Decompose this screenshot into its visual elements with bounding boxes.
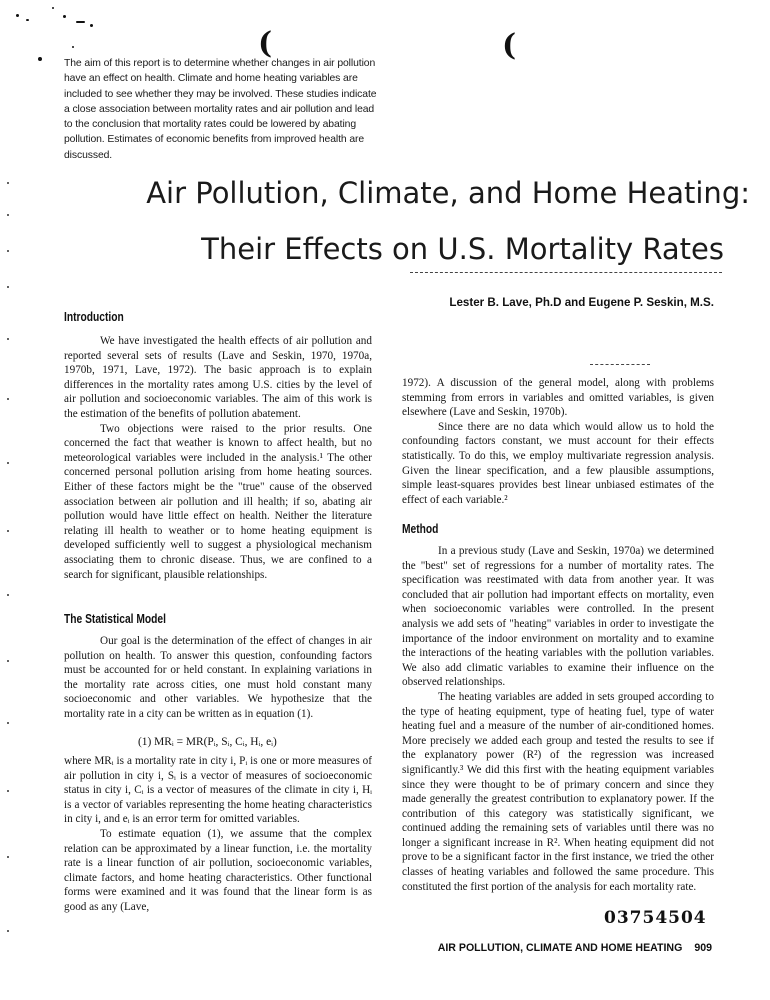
margin-speck: [7, 286, 9, 288]
section-heading-statistical-model: The Statistical Model: [64, 612, 166, 626]
paragraph: We have investigated the health effects …: [64, 335, 372, 420]
scan-speck: [63, 15, 66, 18]
paragraph: Since there are no data which would allo…: [402, 420, 714, 506]
title-line-1: Air Pollution, Climate, and Home Heating…: [146, 176, 750, 210]
margin-speck: [7, 594, 9, 596]
running-title: AIR POLLUTION, CLIMATE AND HOME HEATING: [437, 942, 683, 954]
title-line-2: Their Effects on U.S. Mortality Rates: [201, 232, 724, 266]
right-column-continued: 1972). A discussion of the general model…: [402, 376, 714, 507]
page-footer: AIR POLLUTION, CLIMATE AND HOME HEATING 9…: [428, 942, 712, 954]
document-number-stamp: 03754504: [604, 908, 707, 928]
introduction-body: We have investigated the health effects …: [64, 334, 372, 582]
margin-speck: [7, 462, 9, 464]
margin-speck: [7, 398, 9, 400]
margin-speck: [7, 930, 9, 932]
statistical-model-body-cont: where MRᵢ is a mortality rate in city i,…: [64, 754, 372, 915]
margin-speck: [7, 214, 9, 216]
scan-speck: [16, 14, 19, 17]
margin-speck: [7, 722, 9, 724]
statistical-model-body: Our goal is the determination of the eff…: [64, 634, 372, 722]
scan-speck: [26, 19, 29, 21]
scan-speck: [90, 24, 93, 27]
scan-speck: [52, 7, 54, 9]
margin-speck: [7, 856, 9, 858]
scan-speck: [76, 21, 85, 23]
binder-hole-mark: (: [502, 28, 517, 63]
page-number: 909: [694, 942, 712, 954]
equation-1: (1) MRᵢ = MR(Pᵢ, Sᵢ, Cᵢ, Hᵢ, eᵢ): [138, 736, 277, 748]
section-heading-introduction: Introduction: [64, 310, 124, 324]
paragraph: In a previous study (Lave and Seskin, 19…: [402, 545, 714, 689]
paragraph: The heating variables are added in sets …: [402, 690, 714, 893]
margin-speck: [7, 182, 9, 184]
title-rule: [410, 272, 722, 273]
method-body: In a previous study (Lave and Seskin, 19…: [402, 544, 714, 894]
author-byline: Lester B. Lave, Ph.D and Eugene P. Seski…: [449, 296, 714, 309]
paragraph: To estimate equation (1), we assume that…: [64, 827, 372, 913]
column-rule: [590, 364, 650, 365]
paragraph: Our goal is the determination of the eff…: [64, 635, 372, 720]
scan-speck: [72, 46, 74, 48]
margin-speck: [7, 660, 9, 662]
binder-hole-mark: (: [258, 26, 273, 61]
margin-speck: [7, 530, 9, 532]
abstract: The aim of this report is to determine w…: [64, 58, 377, 161]
paragraph: 1972). A discussion of the general model…: [402, 377, 714, 419]
margin-speck: [7, 250, 9, 252]
margin-speck: [7, 790, 9, 792]
margin-speck: [7, 338, 9, 340]
scan-speck: [38, 57, 42, 61]
paragraph: Two objections were raised to the prior …: [64, 422, 372, 581]
paragraph: where MRᵢ is a mortality rate in city i,…: [64, 755, 372, 826]
section-heading-method: Method: [402, 522, 439, 536]
